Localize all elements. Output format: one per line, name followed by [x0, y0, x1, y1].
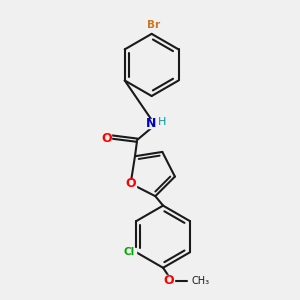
Bar [126, 179, 136, 188]
Text: Cl: Cl [123, 247, 135, 257]
Bar [122, 248, 136, 256]
Text: O: O [164, 274, 174, 287]
Text: Br: Br [147, 20, 160, 30]
Text: O: O [101, 132, 112, 145]
Bar [164, 275, 174, 284]
Text: CH₃: CH₃ [192, 276, 210, 286]
Bar [143, 119, 160, 128]
Bar [102, 134, 111, 143]
Text: H: H [158, 117, 166, 127]
Text: O: O [125, 177, 136, 190]
Text: N: N [146, 117, 156, 130]
